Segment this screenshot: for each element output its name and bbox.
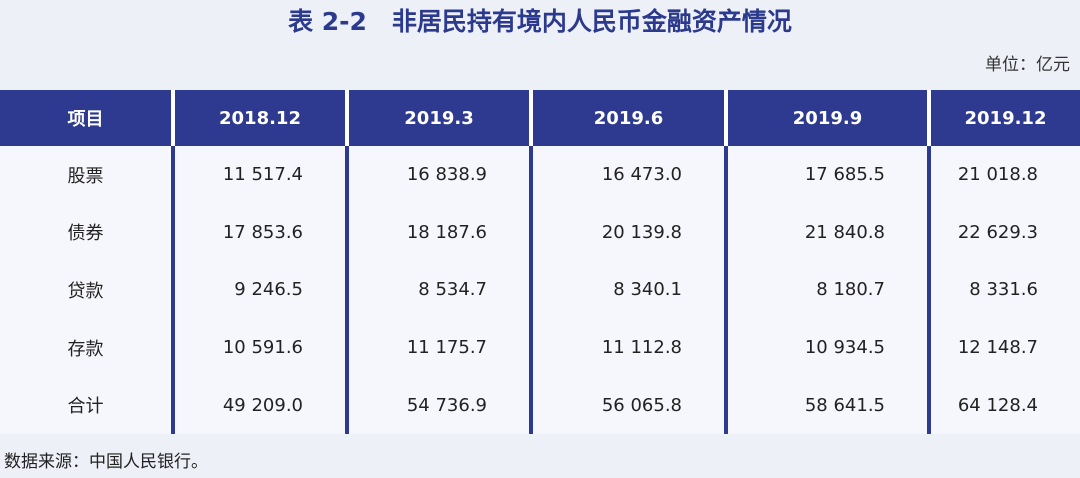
cell: 16 838.9: [345, 146, 531, 204]
cell: 20 139.8: [529, 203, 726, 262]
row-label: 债券: [0, 203, 173, 262]
unit: 单位：亿元: [985, 55, 1070, 75]
cell: 18 187.6: [345, 203, 531, 262]
row-label: 贷款: [0, 261, 173, 319]
cell: 11 175.7: [345, 318, 531, 377]
table-row: 贷款 9 246.5 8 534.7 8 340.1 8 180.7 8 331.6: [0, 261, 1080, 319]
cell: 9 246.5: [171, 261, 347, 319]
cell: 8 340.1: [529, 261, 726, 319]
column-header: 2019.12: [927, 90, 1080, 146]
cell: 8 331.6: [927, 261, 1080, 319]
table-row: 合计 49 209.0 54 736.9 56 065.8 58 641.5 64 128…: [0, 376, 1080, 434]
cell: 56 065.8: [529, 376, 726, 434]
cell: 12 148.7: [927, 318, 1080, 377]
title: 表 2-2 非居民持有境内人民币金融资产情况: [288, 7, 792, 36]
cell: 11 517.4: [171, 146, 347, 204]
column-header: 2018.12: [171, 90, 347, 146]
cell: 21 018.8: [927, 146, 1080, 204]
cell: 22 629.3: [927, 203, 1080, 262]
column-header: 2019.3: [345, 90, 531, 146]
table-row: 股票 11 517.4 16 838.9 16 473.0 17 685.5 21 018…: [0, 146, 1080, 204]
column-header: 2019.9: [724, 90, 929, 146]
table-row: 债券 17 853.6 18 187.6 20 139.8 21 840.8 22 629…: [0, 203, 1080, 262]
cell: 58 641.5: [724, 376, 929, 434]
cell: 8 534.7: [345, 261, 531, 319]
header-row: 项目 2018.12 2019.3 2019.6 2019.9 2019.12: [0, 90, 1080, 146]
data-table: 项目 2018.12 2019.3 2019.6 2019.9 2019.12 股票 11 …: [0, 90, 1080, 434]
cell: 17 853.6: [171, 203, 347, 262]
row-label: 存款: [0, 318, 173, 377]
table-row: 存款 10 591.6 11 175.7 11 112.8 10 934.5 12 148…: [0, 318, 1080, 377]
cell: 54 736.9: [345, 376, 531, 434]
cell: 8 180.7: [724, 261, 929, 319]
source-note: 数据来源：中国人民银行。: [4, 452, 208, 472]
cell: 21 840.8: [724, 203, 929, 262]
cell: 49 209.0: [171, 376, 347, 434]
row-label: 合计: [0, 376, 173, 434]
cell: 16 473.0: [529, 146, 726, 204]
table-body: 股票 11 517.4 16 838.9 16 473.0 17 685.5 21 018…: [0, 146, 1080, 434]
column-header: 项目: [0, 90, 173, 146]
cell: 17 685.5: [724, 146, 929, 204]
cell: 10 591.6: [171, 318, 347, 377]
cell: 10 934.5: [724, 318, 929, 377]
column-header: 2019.6: [529, 90, 726, 146]
cell: 11 112.8: [529, 318, 726, 377]
row-label: 股票: [0, 146, 173, 204]
cell: 64 128.4: [927, 376, 1080, 434]
